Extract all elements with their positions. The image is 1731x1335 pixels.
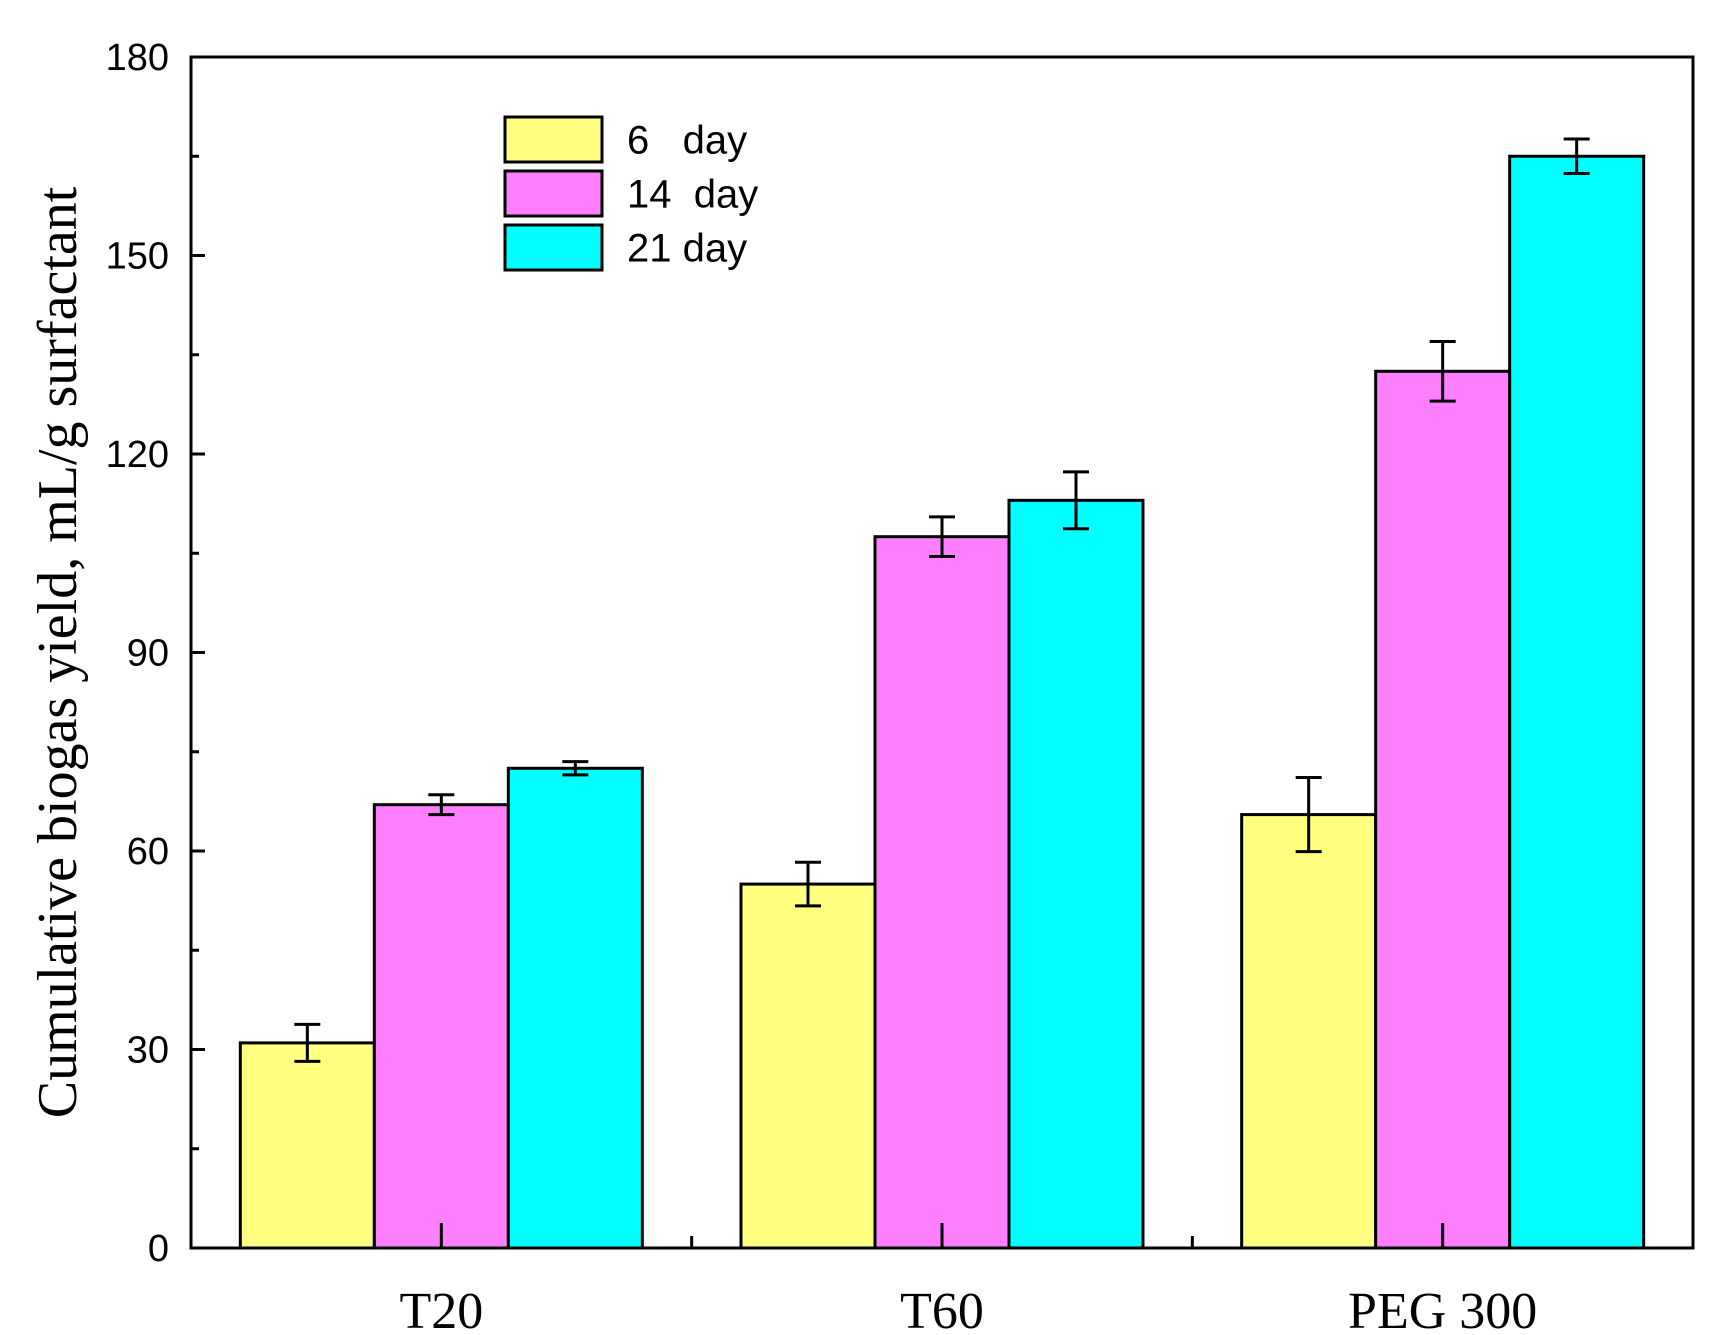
legend-swatch (503, 223, 604, 272)
y-tick-label: 0 (148, 1228, 169, 1270)
y-axis-title: Cumulative biogas yield, mL/g surfactant (27, 186, 89, 1118)
bar (238, 1041, 376, 1250)
bar (1007, 498, 1145, 1250)
y-tick-label: 150 (106, 236, 169, 278)
bar (372, 803, 510, 1250)
y-tick-label: 60 (127, 831, 169, 873)
x-tick-label: PEG 300 (1348, 1283, 1537, 1335)
x-tick-label: T20 (399, 1283, 483, 1335)
y-tick-label: 180 (106, 37, 169, 79)
y-tick-label: 120 (106, 434, 169, 476)
bars-layer (238, 154, 1646, 1250)
bar (1374, 369, 1512, 1250)
legend: 6 day 14 day 21 day (503, 115, 758, 272)
legend-label: 14 day (627, 173, 758, 217)
x-tick-label: T60 (900, 1283, 984, 1335)
bar (506, 766, 644, 1250)
legend-swatch (503, 115, 604, 164)
bar (739, 882, 877, 1250)
y-tick-label: 30 (127, 1030, 169, 1072)
x-axis-ticks: T20 T60 PEG 300 (399, 1223, 1537, 1335)
error-bars-layer (294, 137, 1590, 1063)
bar (873, 535, 1011, 1250)
bar (1508, 154, 1646, 1250)
legend-label: 21 day (627, 227, 747, 271)
y-tick-label: 90 (127, 633, 169, 675)
bar (1240, 813, 1378, 1250)
legend-label: 6 day (627, 119, 747, 163)
y-axis-ticks: 0 30 60 90 120 150 180 (106, 37, 205, 1270)
legend-swatch (503, 169, 604, 218)
